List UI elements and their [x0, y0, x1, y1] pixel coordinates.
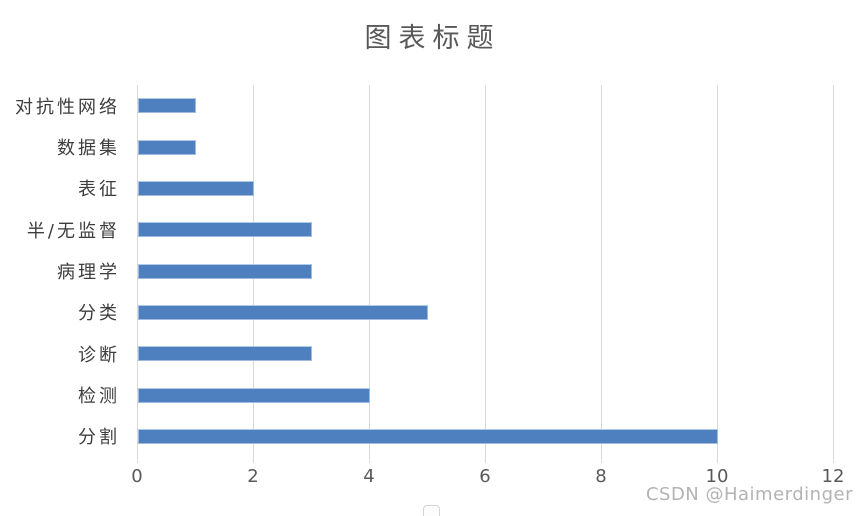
x-axis: 0 2 4 6 8 10 12	[131, 466, 844, 490]
x-axis-tick-label: 6	[479, 466, 491, 487]
y-axis-label: 数据集	[57, 137, 120, 159]
bar	[138, 180, 254, 196]
y-axis-label: 对抗性网络	[15, 96, 120, 118]
bar	[138, 387, 370, 403]
x-axis-tick-label: 8	[595, 466, 607, 487]
y-axis-label: 诊断	[78, 344, 120, 366]
gridline	[833, 85, 834, 457]
bar	[138, 428, 718, 444]
gridline	[369, 85, 370, 457]
x-axis-tick-label: 0	[131, 466, 143, 487]
y-axis-label: 病理学	[57, 261, 120, 283]
tick-mark	[253, 457, 254, 463]
tick-mark	[601, 457, 602, 463]
chart-title: 图表标题	[364, 23, 501, 54]
gridline	[485, 85, 486, 457]
y-axis-label: 半/无监督	[26, 220, 120, 242]
tick-mark	[137, 457, 138, 463]
y-axis: 对抗性网络数据集表征半/无监督病理学分类诊断检测分割	[0, 85, 120, 457]
watermark: CSDN @Haimerdinger	[645, 484, 853, 505]
tick-mark	[833, 457, 834, 463]
bar	[138, 304, 428, 320]
y-axis-label: 分类	[78, 303, 120, 325]
bar	[138, 222, 312, 238]
bar	[138, 346, 312, 362]
x-axis-tick-label: 4	[363, 466, 375, 487]
x-axis-tick-label: 10	[705, 466, 729, 487]
gridline	[601, 85, 602, 457]
y-axis-label: 表征	[78, 179, 120, 201]
gridline	[137, 85, 138, 457]
tick-mark	[485, 457, 486, 463]
x-axis-tick-label: 12	[821, 466, 845, 487]
bar	[138, 139, 196, 155]
tick-mark	[717, 457, 718, 463]
plot-area	[137, 85, 834, 463]
y-axis-label: 分割	[78, 427, 120, 449]
y-axis-label: 检测	[78, 385, 120, 407]
resize-handle	[423, 505, 440, 516]
bar	[138, 263, 312, 279]
gridline	[717, 85, 718, 457]
x-axis-tick-label: 2	[247, 466, 259, 487]
tick-mark	[369, 457, 370, 463]
bar	[138, 98, 196, 114]
